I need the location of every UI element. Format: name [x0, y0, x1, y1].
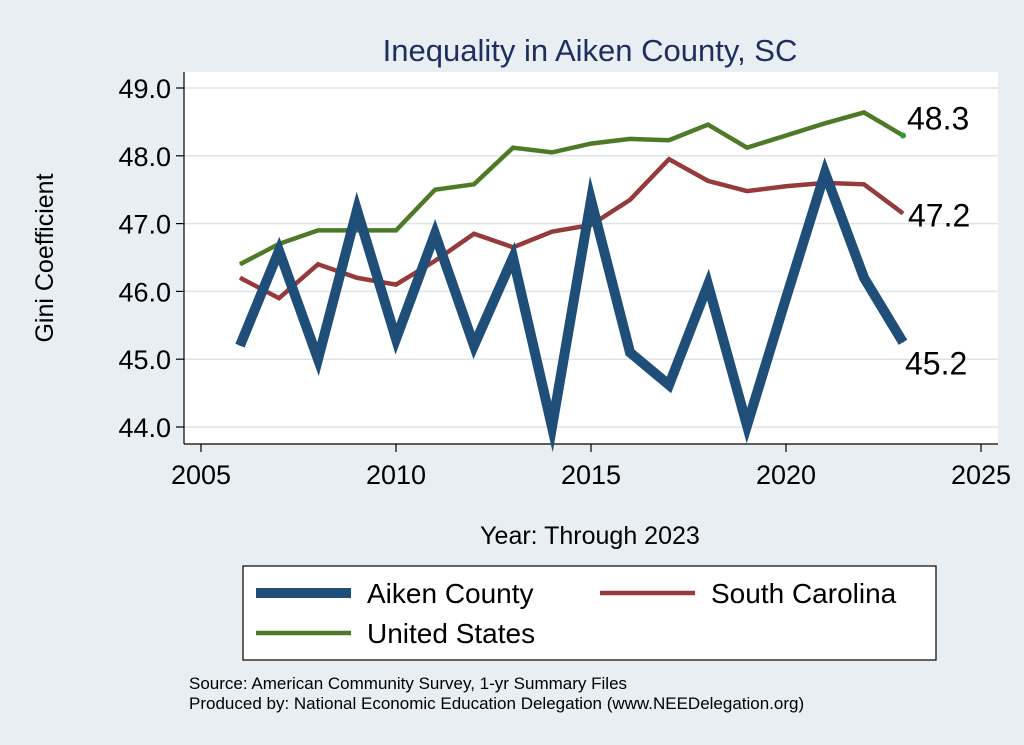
x-tick-label: 2005 [171, 460, 231, 490]
data-point-south-carolina [746, 190, 748, 192]
data-point-united-states [473, 183, 475, 185]
data-point-aiken-county [551, 426, 553, 428]
data-point-south-carolina [239, 277, 241, 279]
produced-note: Produced by: National Economic Education… [189, 694, 804, 713]
y-tick-label: 48.0 [118, 142, 171, 172]
data-point-united-states [785, 134, 787, 136]
series-line-south-carolina [238, 156, 905, 301]
data-point-united-states [707, 124, 709, 126]
plot-area [184, 72, 998, 444]
series-layer [235, 109, 908, 453]
data-point-aiken-county [239, 345, 241, 347]
data-point-united-states [629, 138, 631, 140]
data-point-aiken-county [746, 425, 748, 427]
data-point-aiken-county [590, 199, 592, 201]
data-point-united-states [317, 229, 319, 231]
data-point-aiken-county [707, 284, 709, 286]
data-point-south-carolina [434, 260, 436, 262]
legend-label-south-carolina: South Carolina [711, 578, 897, 609]
data-point-aiken-county [629, 351, 631, 353]
data-point-south-carolina [278, 297, 280, 299]
data-point-united-states [863, 111, 865, 113]
data-point-south-carolina [395, 284, 397, 286]
data-point-aiken-county [863, 277, 865, 279]
x-tick-label: 2025 [951, 460, 1011, 490]
y-ticks: 44.0 45.0 46.0 47.0 48.0 49.0 [118, 74, 184, 443]
series-line-aiken-county [235, 157, 908, 453]
data-point-aiken-county [317, 358, 319, 360]
data-point-south-carolina [902, 212, 904, 214]
legend-label-aiken-county: Aiken County [367, 578, 534, 609]
data-point-south-carolina [707, 180, 709, 182]
data-point-united-states [824, 122, 826, 124]
chart-title: Inequality in Aiken County, SC [383, 33, 798, 68]
data-point-south-carolina [317, 263, 319, 265]
data-point-united-states [551, 151, 553, 153]
data-point-south-carolina [863, 183, 865, 185]
y-tick-label: 45.0 [118, 345, 171, 375]
data-point-south-carolina [785, 185, 787, 187]
data-point-south-carolina [473, 233, 475, 235]
data-point-united-states [395, 229, 397, 231]
data-point-south-carolina [668, 158, 670, 160]
data-point-united-states [668, 139, 670, 141]
data-point-aiken-county [902, 341, 904, 343]
data-point-aiken-county [668, 384, 670, 386]
data-point-aiken-county [473, 345, 475, 347]
end-label-south-carolina: 47.2 [908, 197, 970, 233]
x-ticks: 2005 2010 2015 2020 2025 [171, 444, 1011, 490]
data-point-united-states [239, 263, 241, 265]
y-tick-label: 49.0 [118, 74, 171, 104]
data-point-south-carolina [551, 231, 553, 233]
y-axis-label: Gini Coefficient [31, 173, 59, 342]
y-tick-label: 47.0 [118, 210, 171, 240]
data-point-aiken-county [434, 233, 436, 235]
end-label-aiken-county: 45.2 [905, 345, 967, 381]
y-tick-label: 44.0 [118, 413, 171, 443]
data-point-aiken-county [356, 209, 358, 211]
data-point-aiken-county [278, 250, 280, 252]
source-note: Source: American Community Survey, 1-yr … [189, 674, 627, 693]
legend: Aiken County South Carolina United States [242, 565, 937, 661]
data-point-united-states [746, 147, 748, 149]
data-point-united-states [512, 147, 514, 149]
data-point-aiken-county [824, 172, 826, 174]
data-point-united-states [434, 189, 436, 191]
x-axis-label: Year: Through 2023 [480, 522, 700, 550]
legend-box [242, 565, 937, 661]
data-point-aiken-county [512, 257, 514, 258]
x-tick-label: 2020 [756, 460, 816, 490]
data-point-south-carolina [629, 199, 631, 201]
x-tick-label: 2015 [561, 460, 621, 490]
x-tick-label: 2010 [366, 460, 426, 490]
end-marker-united-states [900, 132, 906, 139]
y-tick-label: 46.0 [118, 277, 171, 307]
legend-label-united-states: United States [367, 618, 535, 649]
data-point-aiken-county [395, 338, 397, 340]
data-point-united-states [590, 143, 592, 145]
data-point-south-carolina [356, 277, 358, 279]
data-point-aiken-county [785, 297, 787, 299]
end-label-united-states: 48.3 [907, 100, 969, 136]
end-labels: 45.2 47.2 48.3 [900, 100, 970, 381]
